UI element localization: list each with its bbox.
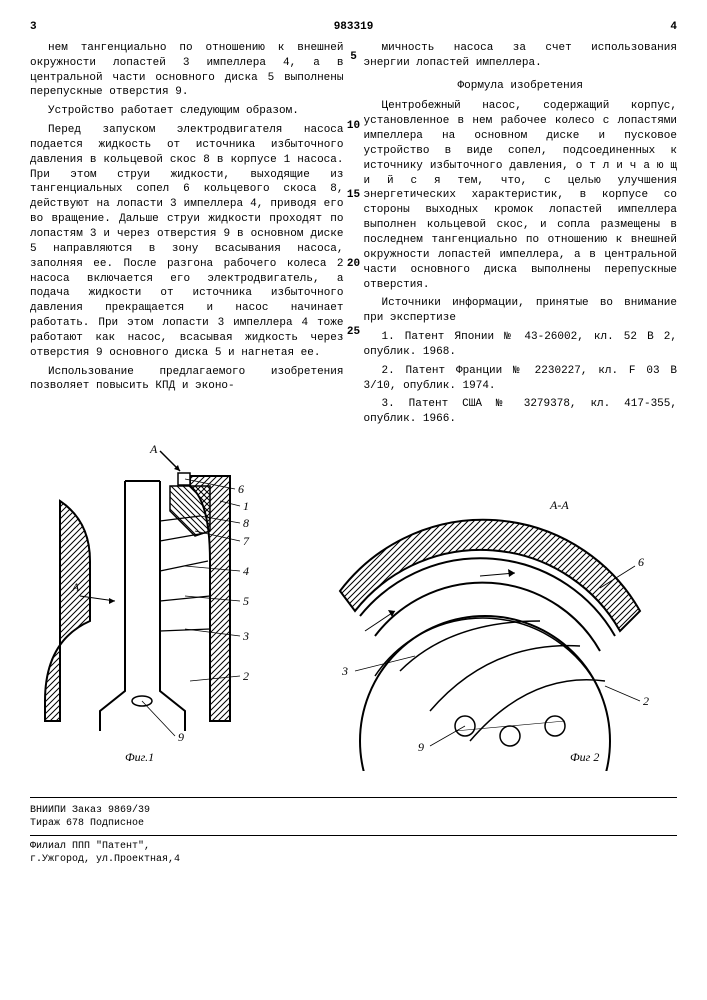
section-label: A-A	[549, 498, 569, 512]
source-item: 1. Патент Японии № 43-26002, кл. 52 В 2,…	[364, 330, 678, 360]
callout: 1	[243, 499, 249, 513]
callout: 2	[243, 669, 249, 683]
callout: 5	[243, 594, 249, 608]
formula-title: Формула изобретения	[364, 79, 678, 94]
figure-label: Фиг.1	[125, 750, 154, 764]
body-paragraph: мичность насоса за счет использования эн…	[364, 41, 678, 71]
footer-line: г.Ужгород, ул.Проектная,4	[30, 853, 677, 867]
callout: 3	[242, 629, 249, 643]
callout: 3	[341, 664, 348, 678]
line-number: 25	[347, 325, 360, 340]
footer: ВНИИПИ Заказ 9869/39 Тираж 678 Подписное…	[30, 797, 677, 867]
flow-label: A	[71, 580, 80, 594]
footer-line: Филиал ППП "Патент",	[30, 840, 677, 854]
figures-row: A A	[30, 441, 677, 777]
line-numbers: 5 10 15 20 25	[347, 50, 360, 340]
figure-2: A-A	[300, 491, 677, 777]
footer-text: ВНИИПИ Заказ 9869/39	[30, 805, 150, 816]
callout: 8	[243, 516, 249, 530]
body-paragraph: нем тангенциально по отношению к внешней…	[30, 41, 344, 100]
body-paragraph: Центробежный насос, содержащий корпус, у…	[364, 99, 678, 292]
figure-1: A A	[30, 441, 270, 777]
patent-number: 983319	[37, 20, 671, 35]
footer-line: ВНИИПИ Заказ 9869/39	[30, 804, 677, 818]
callout: 2	[643, 694, 649, 708]
callout: 6	[238, 482, 244, 496]
line-number: 20	[347, 257, 360, 272]
callout: 6	[638, 555, 644, 569]
figure-label: Фиг 2	[570, 750, 599, 764]
source-item: 2. Патент Франции № 2230227, кл. F 03 B …	[364, 364, 678, 394]
source-item: 3. Патент США № 3279378, кл. 417-355, оп…	[364, 397, 678, 427]
sources-title: Источники информации, принятые во вниман…	[364, 296, 678, 326]
footer-block-2: Филиал ППП "Патент", г.Ужгород, ул.Проек…	[30, 835, 677, 867]
body-paragraph: Устройство работает следующим образом.	[30, 104, 344, 119]
footer-line: Тираж 678 Подписное	[30, 817, 677, 831]
callout: 9	[418, 740, 424, 754]
page-header: 3 983319 4	[30, 20, 677, 35]
callout: 7	[243, 534, 250, 548]
page-num-right: 4	[670, 20, 677, 35]
line-number: 15	[347, 188, 360, 203]
line-number: 10	[347, 119, 360, 134]
line-number: 5	[347, 50, 360, 65]
body-paragraph: Перед запуском электродвигателя насоса п…	[30, 123, 344, 361]
page-num-left: 3	[30, 20, 37, 35]
right-column: мичность насоса за счет использования эн…	[364, 41, 678, 431]
body-paragraph: Использование предлагаемого изобретения …	[30, 365, 344, 395]
callout: 9	[178, 730, 184, 744]
arrow-label: A	[149, 442, 158, 456]
left-column: нем тангенциально по отношению к внешней…	[30, 41, 344, 431]
callout: 4	[243, 564, 249, 578]
